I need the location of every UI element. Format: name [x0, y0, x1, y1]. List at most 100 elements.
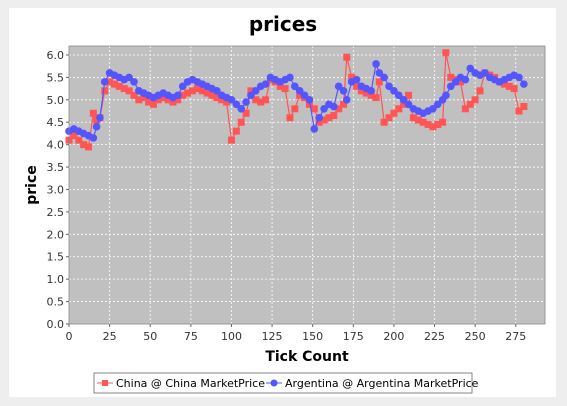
series-point-0	[262, 96, 270, 104]
series-point-1	[394, 91, 403, 100]
x-tick-label: 150	[302, 330, 323, 343]
x-tick-label: 125	[262, 330, 283, 343]
series-point-1	[232, 100, 241, 109]
series-point-0	[325, 114, 333, 122]
series-point-1	[399, 96, 408, 104]
series-point-1	[380, 73, 388, 82]
series-point-1	[515, 73, 523, 82]
series-point-0	[257, 98, 265, 106]
series-point-1	[291, 82, 299, 91]
series-point-0	[367, 91, 375, 99]
series-point-0	[149, 100, 157, 108]
series-point-1	[242, 98, 250, 106]
series-point-0	[252, 96, 260, 104]
series-point-0	[434, 120, 442, 128]
y-tick-label: 5.5	[47, 71, 65, 84]
series-point-1	[466, 64, 475, 73]
series-point-0	[203, 89, 211, 97]
x-tick-label: 50	[143, 330, 157, 343]
series-point-0	[164, 96, 172, 104]
series-point-0	[385, 114, 393, 122]
legend-label-argentina: Argentina @ Argentina MarketPrice	[285, 377, 479, 390]
series-point-0	[461, 105, 469, 113]
x-tick-label: 200	[383, 330, 404, 343]
series-point-0	[218, 96, 226, 104]
series-point-0	[310, 105, 318, 113]
series-point-0	[405, 91, 413, 99]
series-layer	[65, 49, 528, 151]
series-point-0	[515, 107, 523, 115]
series-point-0	[380, 118, 388, 126]
series-point-1	[367, 87, 375, 95]
x-tick-label: 275	[505, 330, 526, 343]
series-point-0	[343, 53, 351, 61]
series-point-1	[429, 104, 437, 113]
series-point-1	[295, 87, 304, 95]
series-point-0	[390, 109, 398, 117]
y-tick-label: 2.0	[47, 228, 65, 241]
y-tick-label: 3.0	[47, 183, 65, 196]
series-point-0	[188, 87, 196, 95]
series-point-1	[227, 96, 236, 104]
series-point-0	[315, 118, 323, 126]
y-tick-label: 1.5	[47, 251, 65, 264]
series-point-0	[242, 109, 250, 117]
series-point-1	[385, 82, 393, 91]
chart-title: prices	[249, 12, 317, 36]
series-point-1	[89, 134, 98, 142]
y-tick-label: 0.0	[47, 318, 65, 331]
series-point-1	[343, 96, 351, 104]
series-point-0	[125, 87, 133, 95]
series-point-0	[296, 91, 304, 99]
y-tick-label: 4.5	[47, 116, 65, 129]
series-point-0	[70, 132, 78, 140]
series-point-0	[305, 100, 313, 108]
x-tick-label: 250	[465, 330, 486, 343]
series-point-1	[330, 102, 338, 111]
series-point-1	[315, 113, 323, 122]
series-point-1	[92, 122, 101, 131]
series-point-1	[334, 82, 343, 91]
y-axis-label: price	[24, 165, 40, 205]
series-point-0	[409, 114, 417, 122]
series-point-0	[140, 94, 148, 102]
series-point-1	[320, 104, 328, 113]
series-point-1	[451, 78, 460, 86]
series-point-0	[198, 87, 206, 95]
series-point-0	[442, 49, 450, 57]
series-point-0	[115, 82, 123, 90]
series-point-1	[442, 91, 450, 100]
series-point-0	[184, 89, 192, 97]
series-point-0	[130, 91, 138, 99]
series-point-1	[433, 100, 442, 109]
series-point-0	[276, 82, 284, 90]
legend-marker-argentina	[270, 379, 278, 387]
series-point-1	[96, 113, 104, 122]
series-point-1	[300, 91, 309, 100]
legend: China @ China MarketPrice Argentina @ Ar…	[93, 372, 479, 394]
series-point-0	[193, 85, 201, 93]
series-point-1	[247, 91, 255, 100]
legend-marker-china	[102, 380, 108, 386]
x-tick-label: 25	[103, 330, 117, 343]
y-tick-label: 2.5	[47, 206, 65, 219]
series-point-0	[500, 80, 508, 88]
series-point-0	[174, 96, 182, 104]
series-point-0	[145, 98, 153, 106]
series-point-0	[466, 100, 474, 108]
legend-box	[93, 372, 473, 394]
series-point-1	[310, 125, 319, 133]
series-point-1	[404, 100, 413, 109]
series-point-0	[101, 87, 109, 95]
x-axis-label: Tick Count	[265, 349, 349, 365]
series-point-1	[375, 69, 384, 77]
series-point-0	[375, 78, 383, 86]
series-point-0	[424, 120, 432, 128]
series-point-1	[174, 91, 182, 100]
series-point-0	[84, 143, 92, 151]
series-point-0	[247, 87, 255, 95]
series-point-1	[339, 87, 348, 95]
series-point-0	[353, 82, 361, 90]
series-point-1	[252, 87, 260, 95]
